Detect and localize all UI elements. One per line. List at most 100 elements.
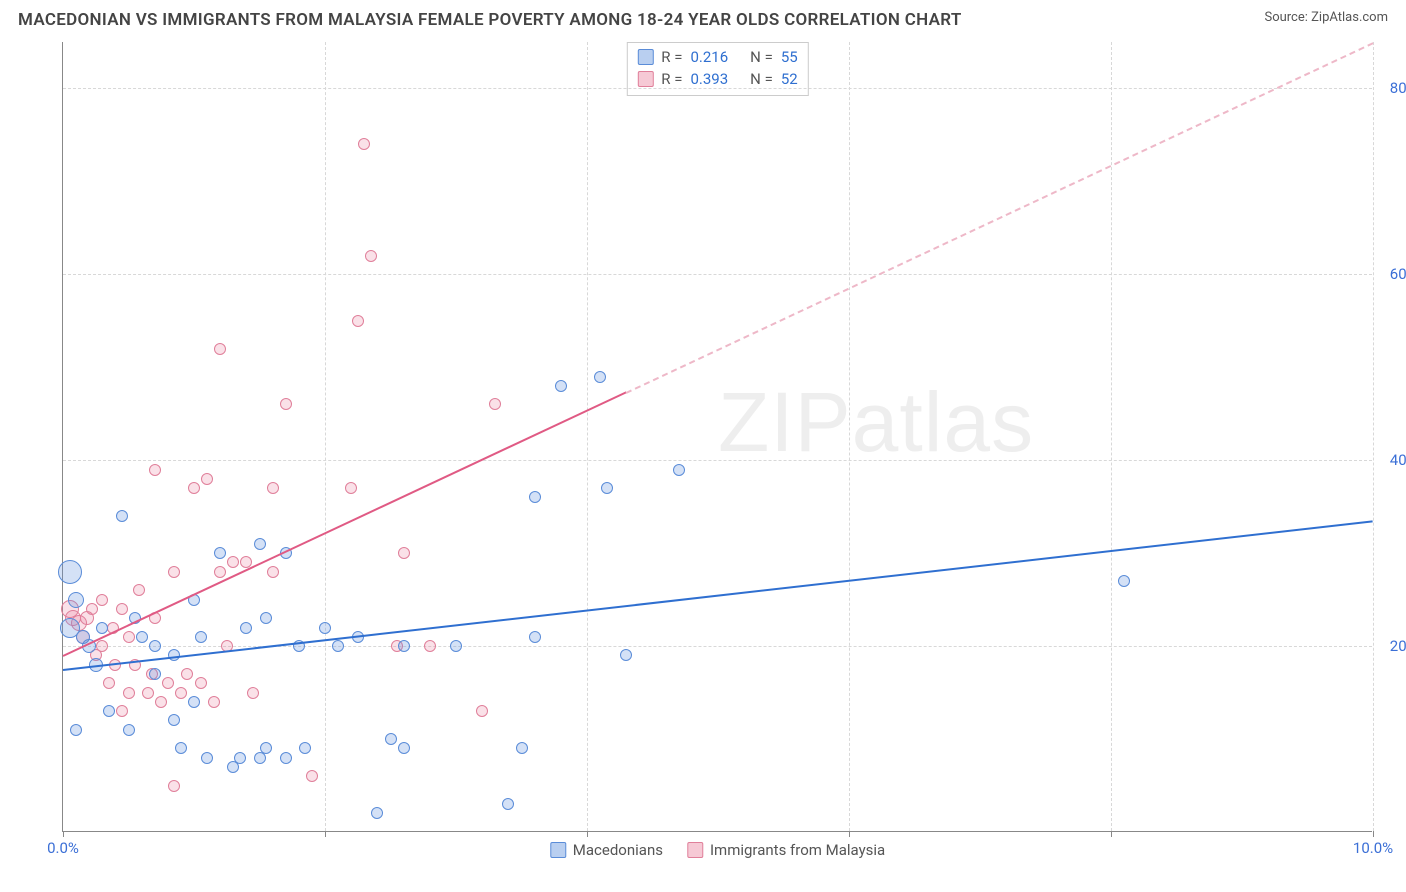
data-point	[601, 482, 613, 494]
data-point	[247, 687, 259, 699]
n-label: N =	[750, 70, 773, 88]
n-value: 55	[781, 48, 798, 66]
data-point	[188, 696, 200, 708]
data-point	[168, 566, 180, 578]
data-point	[58, 560, 82, 584]
tick-mark	[849, 831, 850, 837]
tick-mark	[1373, 831, 1374, 837]
data-point	[214, 566, 226, 578]
data-point	[96, 640, 108, 652]
data-point	[529, 631, 541, 643]
data-point	[162, 677, 174, 689]
data-point	[620, 649, 632, 661]
data-point	[96, 594, 108, 606]
data-point	[96, 622, 108, 634]
tick-mark	[1111, 831, 1112, 837]
data-point	[116, 510, 128, 522]
gridline	[849, 42, 850, 831]
data-point	[149, 640, 161, 652]
data-point	[555, 380, 567, 392]
y-tick-label: 20.0%	[1390, 637, 1406, 655]
y-tick-label: 60.0%	[1390, 265, 1406, 283]
data-point	[188, 482, 200, 494]
data-point	[136, 631, 148, 643]
data-point	[358, 138, 370, 150]
x-tick-label: 0.0%	[47, 839, 79, 857]
data-point	[116, 705, 128, 717]
data-point	[260, 742, 272, 754]
data-point	[175, 687, 187, 699]
legend-row: R = 0.393 N = 52	[637, 68, 797, 90]
data-point	[149, 668, 161, 680]
swatch-icon	[637, 49, 653, 65]
data-point	[254, 538, 266, 550]
data-point	[489, 398, 501, 410]
swatch-icon	[687, 842, 703, 858]
data-point	[201, 473, 213, 485]
data-point	[142, 687, 154, 699]
data-point	[168, 714, 180, 726]
swatch-icon	[550, 842, 566, 858]
data-point	[214, 547, 226, 559]
data-point	[123, 687, 135, 699]
scatter-plot: ZIPatlas R = 0.216 N = 55 R = 0.393 N = …	[62, 42, 1372, 832]
data-point	[529, 491, 541, 503]
data-point	[280, 398, 292, 410]
data-point	[123, 631, 135, 643]
data-point	[502, 798, 514, 810]
data-point	[181, 668, 193, 680]
swatch-icon	[637, 71, 653, 87]
legend-label: Macedonians	[573, 841, 663, 859]
data-point	[123, 724, 135, 736]
gridline	[63, 460, 1372, 461]
data-point	[1118, 575, 1130, 587]
chart-title: MACEDONIAN VS IMMIGRANTS FROM MALAYSIA F…	[18, 10, 962, 30]
data-point	[240, 622, 252, 634]
data-point	[168, 780, 180, 792]
data-point	[365, 250, 377, 262]
data-point	[195, 677, 207, 689]
data-point	[280, 752, 292, 764]
n-label: N =	[750, 48, 773, 66]
data-point	[398, 640, 410, 652]
legend-item: Immigrants from Malaysia	[687, 841, 885, 859]
data-point	[516, 742, 528, 754]
data-point	[201, 752, 213, 764]
data-point	[299, 742, 311, 754]
data-point	[398, 547, 410, 559]
x-tick-label: 10.0%	[1353, 839, 1393, 857]
data-point	[70, 724, 82, 736]
trend-line	[63, 392, 627, 658]
gridline	[1373, 42, 1374, 831]
data-point	[319, 622, 331, 634]
data-point	[385, 733, 397, 745]
gridline	[63, 274, 1372, 275]
gridline	[325, 42, 326, 831]
n-value: 52	[781, 70, 798, 88]
r-value: 0.393	[690, 70, 728, 88]
legend-label: Immigrants from Malaysia	[710, 841, 885, 859]
data-point	[155, 696, 167, 708]
data-point	[267, 482, 279, 494]
data-point	[195, 631, 207, 643]
data-point	[594, 371, 606, 383]
data-point	[260, 612, 272, 624]
gridline	[587, 42, 588, 831]
data-point	[175, 742, 187, 754]
gridline	[63, 88, 1372, 89]
data-point	[476, 705, 488, 717]
data-point	[306, 770, 318, 782]
data-point	[371, 807, 383, 819]
header: MACEDONIAN VS IMMIGRANTS FROM MALAYSIA F…	[0, 0, 1406, 36]
legend-row: R = 0.216 N = 55	[637, 46, 797, 68]
data-point	[345, 482, 357, 494]
data-point	[68, 592, 84, 608]
data-point	[227, 556, 239, 568]
data-point	[214, 343, 226, 355]
tick-mark	[63, 831, 64, 837]
data-point	[450, 640, 462, 652]
gridline	[1111, 42, 1112, 831]
data-point	[133, 584, 145, 596]
tick-mark	[587, 831, 588, 837]
r-label: R =	[661, 48, 682, 66]
